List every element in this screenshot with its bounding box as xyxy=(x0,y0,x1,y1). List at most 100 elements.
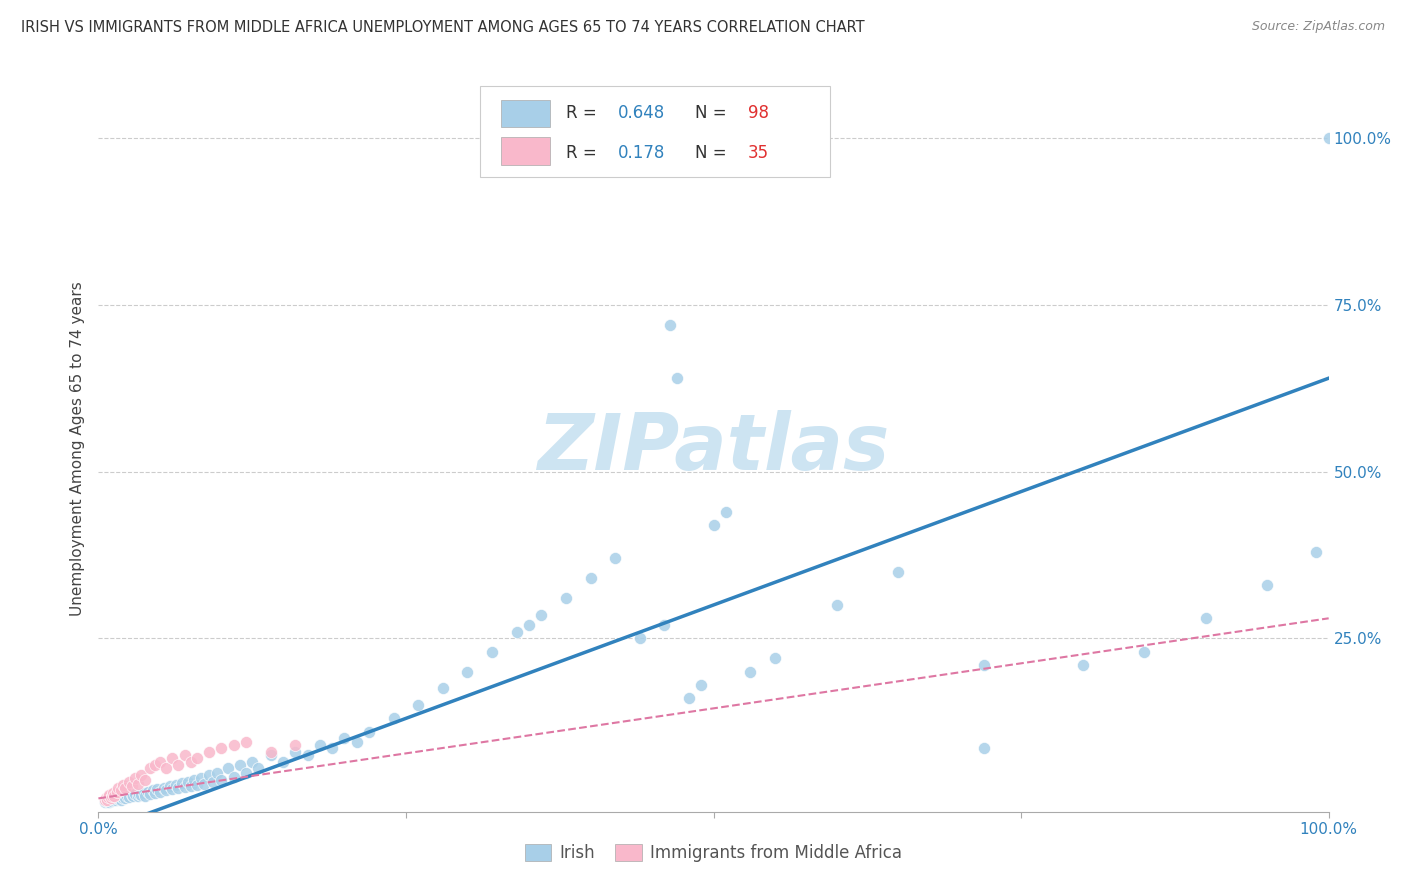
Point xyxy=(222,770,245,784)
Point xyxy=(146,782,169,797)
Point xyxy=(114,781,136,796)
Point xyxy=(107,781,129,796)
Point xyxy=(481,645,503,659)
Text: R =: R = xyxy=(565,144,607,161)
Point xyxy=(247,761,270,775)
Point xyxy=(96,793,118,807)
Point xyxy=(260,745,283,759)
Point xyxy=(134,789,156,803)
Point xyxy=(346,734,368,748)
Point xyxy=(740,665,762,679)
Point xyxy=(122,789,145,804)
Point xyxy=(114,790,136,805)
Point xyxy=(517,618,540,632)
Point xyxy=(128,787,150,801)
Point xyxy=(180,755,202,769)
Point xyxy=(173,747,195,762)
Point xyxy=(198,745,221,759)
Point xyxy=(167,781,190,796)
Point xyxy=(143,786,166,800)
Point xyxy=(456,665,478,679)
Point xyxy=(141,783,165,797)
Point xyxy=(240,755,263,769)
Point xyxy=(107,792,129,806)
Point xyxy=(159,780,181,794)
Point xyxy=(139,761,162,775)
Point xyxy=(127,777,149,791)
Point xyxy=(1305,544,1327,558)
Point xyxy=(103,791,125,805)
Point xyxy=(110,793,132,807)
Point xyxy=(97,790,120,805)
Point xyxy=(1133,645,1156,659)
Point xyxy=(333,731,356,746)
Point xyxy=(103,786,125,800)
Point xyxy=(112,789,135,804)
Point xyxy=(1256,578,1278,592)
Text: Source: ZipAtlas.com: Source: ZipAtlas.com xyxy=(1251,20,1385,33)
FancyBboxPatch shape xyxy=(501,137,550,165)
Point xyxy=(183,772,205,787)
Point xyxy=(201,774,224,789)
Point xyxy=(105,791,128,805)
Point xyxy=(211,772,233,787)
Point xyxy=(678,691,700,706)
Point xyxy=(284,745,307,759)
Point xyxy=(112,778,135,792)
Point xyxy=(432,681,454,696)
Point xyxy=(690,678,713,692)
Point xyxy=(136,785,159,799)
Point xyxy=(115,789,138,803)
Point xyxy=(103,789,125,803)
Point xyxy=(100,794,122,808)
Point xyxy=(297,747,319,762)
Point xyxy=(408,698,430,712)
Point xyxy=(94,794,117,808)
Point xyxy=(714,505,737,519)
Point xyxy=(652,618,676,632)
Point xyxy=(124,772,146,786)
Point xyxy=(703,517,725,532)
Point xyxy=(149,755,172,769)
Point xyxy=(103,793,125,807)
Point xyxy=(121,788,143,802)
Text: N =: N = xyxy=(695,144,733,161)
Text: IRISH VS IMMIGRANTS FROM MIDDLE AFRICA UNEMPLOYMENT AMONG AGES 65 TO 74 YEARS CO: IRISH VS IMMIGRANTS FROM MIDDLE AFRICA U… xyxy=(21,20,865,35)
Point xyxy=(121,780,143,794)
Point xyxy=(124,788,146,802)
Point xyxy=(162,782,183,797)
Point xyxy=(118,774,141,789)
Point xyxy=(382,711,405,725)
Point xyxy=(139,788,162,802)
Point xyxy=(152,780,174,795)
Point xyxy=(108,790,131,805)
Point xyxy=(217,761,239,775)
Point xyxy=(887,565,910,579)
Point xyxy=(155,761,177,775)
Text: R =: R = xyxy=(565,104,602,122)
Point xyxy=(321,741,343,756)
Point xyxy=(309,738,332,752)
Point xyxy=(98,795,121,809)
Point xyxy=(825,598,848,612)
Text: 98: 98 xyxy=(748,104,769,122)
Point xyxy=(112,791,135,805)
Point xyxy=(554,591,576,606)
Point xyxy=(271,755,294,769)
Point xyxy=(131,788,153,802)
Point xyxy=(93,795,115,809)
Point xyxy=(186,751,208,765)
Point xyxy=(359,724,381,739)
Point xyxy=(110,783,132,797)
Point xyxy=(98,788,121,802)
Point xyxy=(93,793,115,807)
Point xyxy=(162,751,183,765)
FancyBboxPatch shape xyxy=(479,87,831,178)
Point xyxy=(211,741,233,756)
Point xyxy=(1195,611,1218,625)
Point xyxy=(229,758,252,772)
Point xyxy=(579,571,602,585)
Text: N =: N = xyxy=(695,104,733,122)
Point xyxy=(104,793,127,807)
Point xyxy=(131,768,153,782)
